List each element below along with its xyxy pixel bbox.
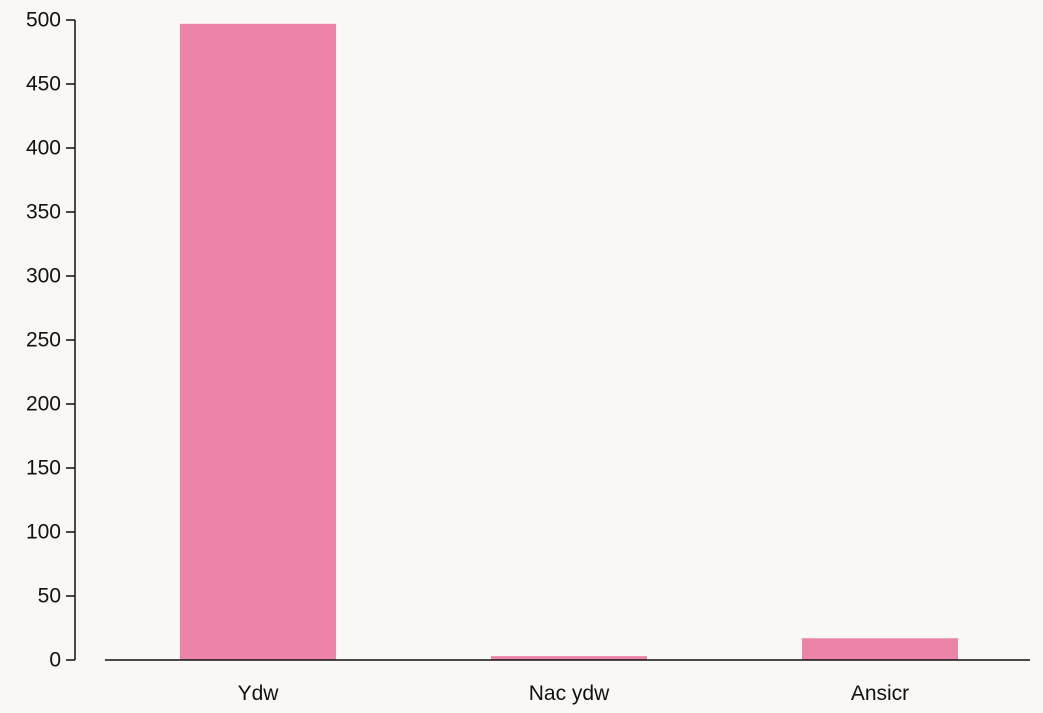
y-tick-label: 500	[26, 9, 61, 32]
y-tick-label: 400	[26, 137, 61, 160]
bars-layer	[180, 23, 958, 660]
bar-ansicr	[802, 638, 958, 660]
x-tick-label: Ydw	[238, 682, 280, 705]
y-tick-label: 350	[26, 201, 61, 224]
bar-nac-ydw	[491, 656, 647, 660]
bar-ydw	[180, 23, 336, 660]
x-tick-label: Ansicr	[851, 682, 909, 705]
y-tick-label: 100	[26, 521, 61, 544]
x-tick-label: Nac ydw	[529, 682, 610, 705]
y-tick-label: 0	[49, 649, 61, 672]
y-tick-label: 300	[26, 265, 61, 288]
y-tick-label: 50	[38, 585, 61, 608]
y-ticks: 0 50 100 150 200 250 300 350 400 450 500	[26, 9, 75, 672]
y-tick-label: 150	[26, 457, 61, 480]
y-tick-label: 250	[26, 329, 61, 352]
x-tick-labels: Ydw Nac ydw Ansicr	[238, 682, 910, 705]
y-tick-label: 450	[26, 73, 61, 96]
y-tick-label: 200	[26, 393, 61, 416]
